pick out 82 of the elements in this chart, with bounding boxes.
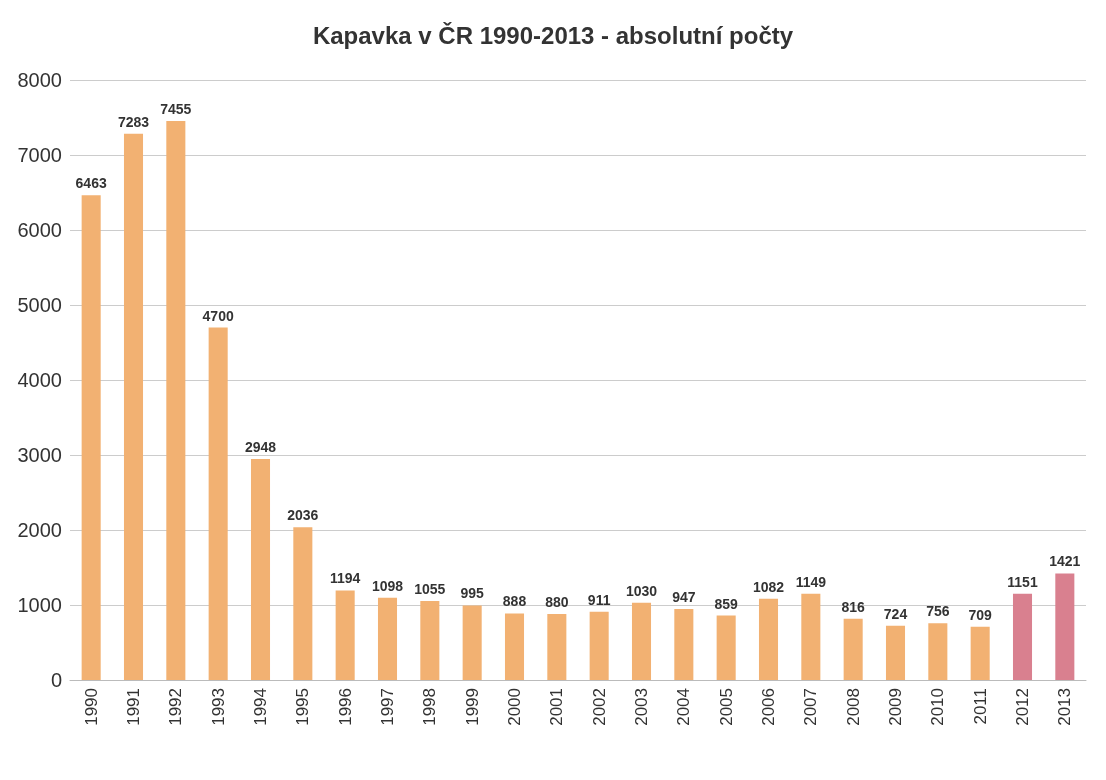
x-tick-label: 1999 [462, 688, 482, 726]
x-tick-label: 2012 [1013, 688, 1032, 726]
data-label: 1421 [1049, 553, 1081, 570]
bar [547, 614, 567, 680]
data-label: 724 [883, 605, 908, 622]
bar [166, 120, 186, 680]
x-tick-label: 2009 [886, 688, 905, 726]
bar [716, 615, 736, 680]
y-tick-label: 6000 [17, 219, 62, 241]
y-tick-label: 3000 [17, 444, 62, 466]
data-label: 756 [926, 603, 950, 620]
bar [589, 611, 609, 680]
bar [1012, 593, 1033, 680]
data-label: 859 [714, 595, 739, 612]
data-label: 888 [502, 593, 527, 610]
data-label: 7283 [117, 113, 150, 130]
bar [1055, 573, 1075, 680]
x-tick-label: 2003 [632, 688, 651, 726]
x-tick-label: 1997 [378, 688, 397, 726]
bar [801, 593, 821, 680]
bar [885, 625, 906, 680]
x-tick-label: 2002 [589, 688, 609, 726]
x-tick-label: 2004 [674, 688, 694, 726]
x-tick-label: 2011 [970, 688, 990, 725]
bar [631, 602, 652, 680]
data-label: 816 [841, 598, 866, 615]
data-label: 1082 [752, 578, 785, 595]
x-tick-label: 2006 [759, 688, 778, 726]
bar [462, 605, 482, 680]
data-label: 1098 [371, 577, 404, 594]
x-tick-label: 2001 [547, 688, 567, 726]
x-tick-label: 2013 [1055, 688, 1075, 726]
data-label: 995 [460, 585, 485, 602]
x-tick-label: 1990 [81, 688, 101, 726]
data-label: 6463 [75, 175, 107, 192]
data-label: 7455 [160, 100, 192, 117]
bar [293, 527, 313, 680]
bar [377, 597, 398, 680]
bar [123, 133, 144, 680]
data-label: 1194 [329, 570, 361, 587]
y-tick-label: 2000 [17, 519, 62, 541]
bar [758, 598, 779, 680]
bar [970, 626, 990, 680]
bar [674, 608, 694, 680]
data-label: 1030 [625, 582, 658, 599]
data-label: 709 [968, 606, 993, 623]
data-label: 2036 [287, 507, 319, 524]
data-label: 880 [545, 594, 569, 610]
bar [250, 458, 271, 680]
x-tick-label: 1995 [293, 688, 313, 726]
y-tick-label: 4000 [17, 369, 62, 391]
y-tick-label: 1000 [17, 594, 62, 616]
data-label: 4700 [202, 307, 234, 324]
x-tick-label: 1993 [208, 688, 228, 726]
bar [843, 618, 863, 680]
x-tick-label: 1996 [335, 688, 355, 726]
bar [928, 623, 948, 680]
data-label: 1151 [1007, 573, 1038, 590]
y-tick-label: 7000 [17, 144, 62, 166]
data-label: 1055 [414, 580, 446, 597]
bar [208, 327, 228, 680]
x-tick-label: 2010 [928, 688, 948, 726]
y-tick-label: 8000 [17, 69, 62, 91]
chart-title: Kapavka v ČR 1990-2013 - absolutní počty [312, 21, 794, 49]
bar [504, 613, 525, 680]
y-tick-label: 0 [50, 669, 62, 691]
x-tick-label: 2000 [505, 688, 524, 726]
data-label: 947 [672, 588, 696, 605]
x-tick-label: 2007 [801, 688, 821, 726]
x-tick-label: 1992 [166, 688, 186, 726]
x-tick-label: 2008 [843, 688, 863, 726]
data-label: 2948 [244, 438, 277, 455]
y-tick-label: 5000 [17, 294, 62, 316]
x-tick-label: 1991 [124, 688, 143, 726]
data-label: 911 [587, 591, 611, 608]
data-label: 1149 [795, 573, 827, 590]
x-tick-label: 1994 [251, 688, 270, 726]
bar [335, 590, 355, 680]
bar [420, 600, 440, 680]
x-tick-label: 2005 [716, 688, 736, 726]
bar [81, 195, 101, 680]
x-tick-label: 1998 [420, 688, 440, 726]
